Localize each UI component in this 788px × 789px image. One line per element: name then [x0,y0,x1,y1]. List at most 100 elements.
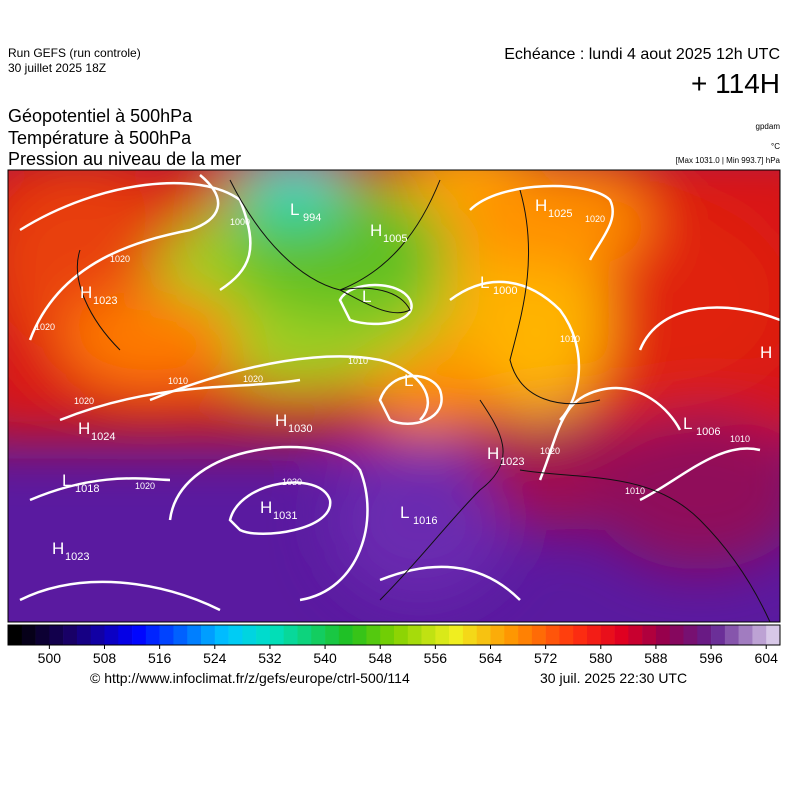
colorbar-swatch [655,625,671,645]
colorbar-swatch [187,625,202,645]
pressure-center-letter: L [683,414,692,433]
pressure-center-letter: H [78,419,90,438]
colorbar-tick-label: 580 [589,650,613,666]
isobar-label: 1020 [243,374,263,384]
pressure-center-value: 1031 [273,510,297,522]
colorbar-swatch [752,625,767,645]
colorbar-swatch [531,625,546,645]
isobar-label: 1030 [282,477,302,487]
isobar-label: 1000 [230,217,250,227]
pressure-center-letter: L [404,371,413,390]
isobar-label: 1010 [625,486,645,496]
colorbar-tick-label: 564 [479,650,503,666]
colorbar-swatch [283,625,298,645]
colorbar-swatch [490,625,505,645]
colorbar-swatch [338,625,353,645]
colorbar-swatch [394,625,409,645]
pressure-center-value: 994 [303,212,321,224]
pressure-center-letter: L [362,287,371,306]
pressure-center-value: 1025 [548,208,572,220]
colorbar-swatch [311,625,326,645]
isobar-label: 1010 [730,434,750,444]
colorbar-tick-label: 532 [258,650,282,666]
isobar-label: 1010 [348,356,368,366]
colorbar-swatch [325,625,340,645]
generated-time: 30 juil. 2025 22:30 UTC [540,670,688,686]
pressure-center-letter: H [260,498,272,517]
colorbar-swatch [8,625,23,645]
pressure-center-letter: H [52,539,64,558]
colorbar-swatch [297,625,312,645]
colorbar-swatch [201,625,216,645]
colorbar-swatch [738,625,753,645]
colorbar-swatch [132,625,147,645]
colorbar-swatch [476,625,491,645]
colorbar-tick-label: 524 [203,650,227,666]
colorbar-swatch [642,625,657,645]
pressure-center-value: 1000 [493,285,517,297]
colorbar-swatch [407,625,422,645]
isobar-label: 1020 [135,481,155,491]
run-label: Run GEFS (run controle) [8,46,141,60]
colorbar-swatch [711,625,726,645]
colorbar-tick-label: 596 [699,650,723,666]
isobar-label: 1020 [35,322,55,332]
colorbar-swatch [228,625,243,645]
pressure-center-letter: H [760,343,772,362]
colorbar-swatch [545,625,560,645]
pressure-center-value: 1016 [413,515,437,527]
valid-time: Echéance : lundi 4 aout 2025 12h UTC [504,46,780,63]
isobar-label: 1020 [74,396,94,406]
pressure-center-value: 1024 [91,431,115,443]
pressure-center-value: 1023 [93,295,117,307]
coastlines [76,179,771,622]
isobar-label: 1020 [540,446,560,456]
pressure-center-letter: L [400,503,409,522]
title-line: Géopotentiel à 500hPa [8,106,193,126]
lead-time: + 114H [691,68,780,99]
colorbar-swatch [449,625,464,645]
title-line: Pression au niveau de la mer [8,149,242,169]
colorbar-swatch [145,625,160,645]
colorbar-swatch [587,625,602,645]
pressure-center-letter: H [275,411,287,430]
colorbar-swatch [614,625,629,645]
colorbar-swatch [269,625,285,645]
colorbar-swatch [518,625,533,645]
pressure-center-letter: H [535,196,547,215]
colorbar-swatch [683,625,698,645]
colorbar-swatch [462,625,478,645]
unit-label: °C [771,142,780,151]
colorbar-tick-label: 516 [148,650,172,666]
colorbar: 500 508 516 524 532 540 548 556 564 572 580 588 596 6… [7,624,781,666]
colorbar-swatch [256,625,271,645]
colorbar-swatch [724,625,739,645]
pressure-center-letter: H [487,444,499,463]
pressure-center-letter: L [62,471,71,490]
colorbar-swatch [35,625,50,645]
colorbar-swatch [766,625,781,645]
colorbar-swatch [173,625,188,645]
colorbar-tick-label: 604 [755,650,779,666]
colorbar-tick-label: 540 [313,650,337,666]
pressure-center-value: 1006 [696,426,720,438]
colorbar-tick-label: 588 [644,650,668,666]
colorbar-swatch [366,625,381,645]
colorbar-swatch [63,625,78,645]
map-frame [7,169,781,623]
colorbar-tick-label: 556 [424,650,448,666]
colorbar-swatch [118,625,133,645]
colorbar-swatch [504,625,519,645]
colorbar-swatch [214,625,229,645]
colorbar-swatch [352,625,367,645]
colorbar-swatch [21,625,36,645]
pressure-center-value: 1023 [500,456,524,468]
colorbar-swatch [242,625,257,645]
unit-label: gpdam [755,122,780,131]
colorbar-frame [7,624,781,646]
pressure-center-value: 1005 [383,233,407,245]
colorbar-swatch [380,625,395,645]
